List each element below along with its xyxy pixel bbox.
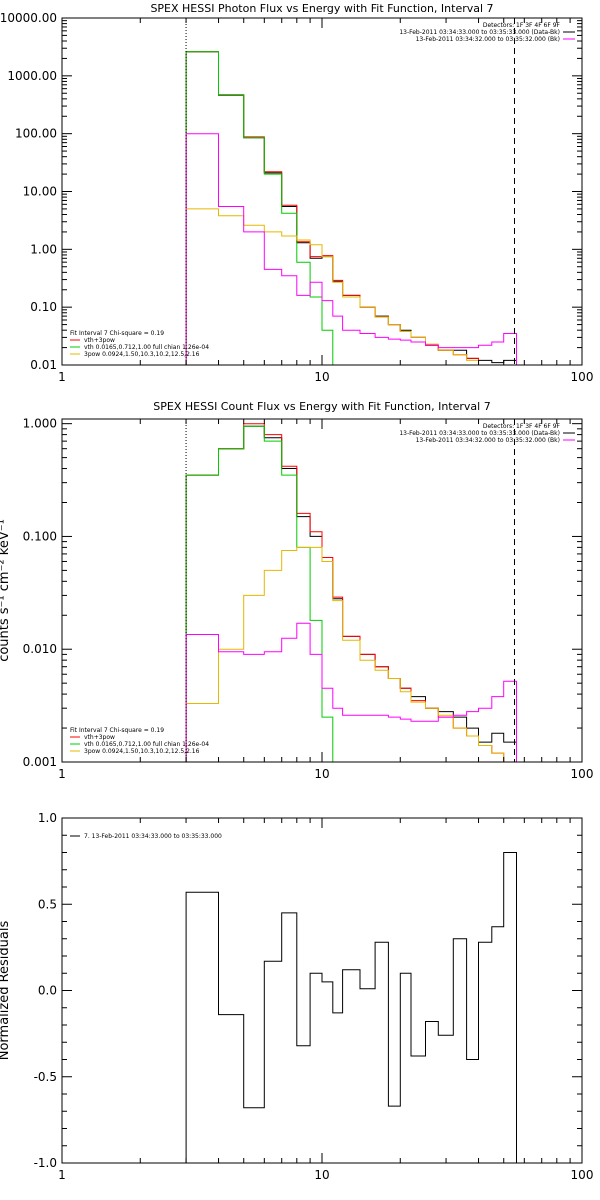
residuals-xtick-label: 10 — [314, 1168, 329, 1182]
count-series-4 — [185, 622, 517, 762]
count-ytick-label: 1.000 — [23, 417, 57, 431]
count-ytick-label: 0.001 — [23, 755, 57, 769]
photon-legend-right-item: 13-Feb-2011 03:34:32.000 to 03:35:32.000… — [416, 36, 560, 43]
residuals-ylabel: Normalized Residuals — [0, 921, 12, 1061]
count-legend-right-item: 13-Feb-2011 03:34:33.000 to 03:35:33.000… — [399, 430, 560, 437]
photon-xtick-label: 100 — [571, 370, 594, 384]
photon-legend-left-item: Fit Interval 7 Chi-square = 0.19 — [70, 330, 164, 337]
count-legend-left-item: vth+3pow — [84, 734, 115, 741]
photon-legend-left-item: vth+3pow — [84, 337, 115, 344]
count-series-0 — [185, 425, 517, 762]
count-series-2 — [185, 425, 334, 762]
photon-ytick-label: 100.00 — [15, 127, 57, 141]
photon-ytick-label: 0.10 — [30, 300, 57, 314]
count-xtick-label: 10 — [314, 767, 329, 781]
count-xtick-label: 1 — [58, 767, 66, 781]
residuals-ytick-label: -1.0 — [34, 1156, 57, 1170]
count-legend-right-item: Detectors: 1F 3F 4F 6F 9F — [483, 423, 561, 430]
photon-legend-right-item: 13-Feb-2011 03:34:33.000 to 03:35:33.000… — [399, 29, 560, 36]
photon-series-0 — [185, 51, 517, 365]
residuals-legend-left-item: 7. 13-Feb-2011 03:34:33.000 to 03:35:33.… — [84, 833, 222, 840]
photon-ytick-label: 10000.00 — [0, 11, 57, 25]
count-xtick-label: 100 — [571, 767, 594, 781]
residuals-ytick-label: -0.5 — [34, 1070, 57, 1084]
count-title: SPEX HESSI Count Flux vs Energy with Fit… — [153, 400, 490, 413]
photon-panel: SPEX HESSI Photon Flux vs Energy with Fi… — [0, 2, 594, 384]
photon-xtick-label: 1 — [58, 370, 66, 384]
count-panel: SPEX HESSI Count Flux vs Energy with Fit… — [0, 400, 594, 781]
count-series-3 — [185, 546, 517, 762]
photon-series-2 — [185, 51, 334, 365]
photon-legend-left-item: vth 0.0165,0.712,1.00 full chian 1.26e-0… — [84, 344, 209, 351]
count-ytick-label: 0.010 — [23, 642, 57, 656]
count-legend-right-item: 13-Feb-2011 03:34:32.000 to 03:35:32.000… — [416, 437, 560, 444]
photon-ytick-label: 1000.00 — [7, 69, 57, 83]
photon-ytick-label: 0.01 — [30, 358, 57, 372]
residuals-series-0 — [185, 852, 517, 1163]
photon-title: SPEX HESSI Photon Flux vs Energy with Fi… — [150, 2, 493, 15]
photon-series-3 — [185, 208, 493, 365]
photon-legend-right-item: Detectors: 1F 3F 4F 6F 9F — [483, 22, 561, 29]
count-ytick-label: 0.100 — [23, 529, 57, 543]
photon-legend-left-item: 3pow 0.0924,1.50,10.3,10.2,12.5,2.16 — [84, 351, 200, 358]
count-ylabel: counts s⁻¹ cm⁻² keV⁻¹ — [0, 519, 12, 662]
count-legend-left-item: vth 0.0165,0.712,1.00 full chian 1.26e-0… — [84, 741, 209, 748]
residuals-xtick-label: 100 — [571, 1168, 594, 1182]
count-legend-left-item: Fit Interval 7 Chi-square = 0.19 — [70, 727, 164, 734]
residuals-ytick-label: 1.0 — [38, 811, 57, 825]
photon-ytick-label: 10.00 — [23, 185, 57, 199]
residuals-panel: Normalized Residuals 1 10 100 -1.0 -0.5 0.0 0.5… — [0, 811, 594, 1182]
photon-xtick-label: 10 — [314, 370, 329, 384]
residuals-xtick-label: 1 — [58, 1168, 66, 1182]
count-legend-left-item: 3pow 0.0924,1.50,10.3,10.2,12.5,2.16 — [84, 748, 200, 755]
residuals-ytick-label: 0.5 — [38, 897, 57, 911]
photon-series-4 — [185, 133, 517, 365]
residuals-ytick-label: 0.0 — [38, 984, 57, 998]
count-series-1 — [185, 423, 517, 762]
photon-ytick-label: 1.00 — [30, 242, 57, 256]
